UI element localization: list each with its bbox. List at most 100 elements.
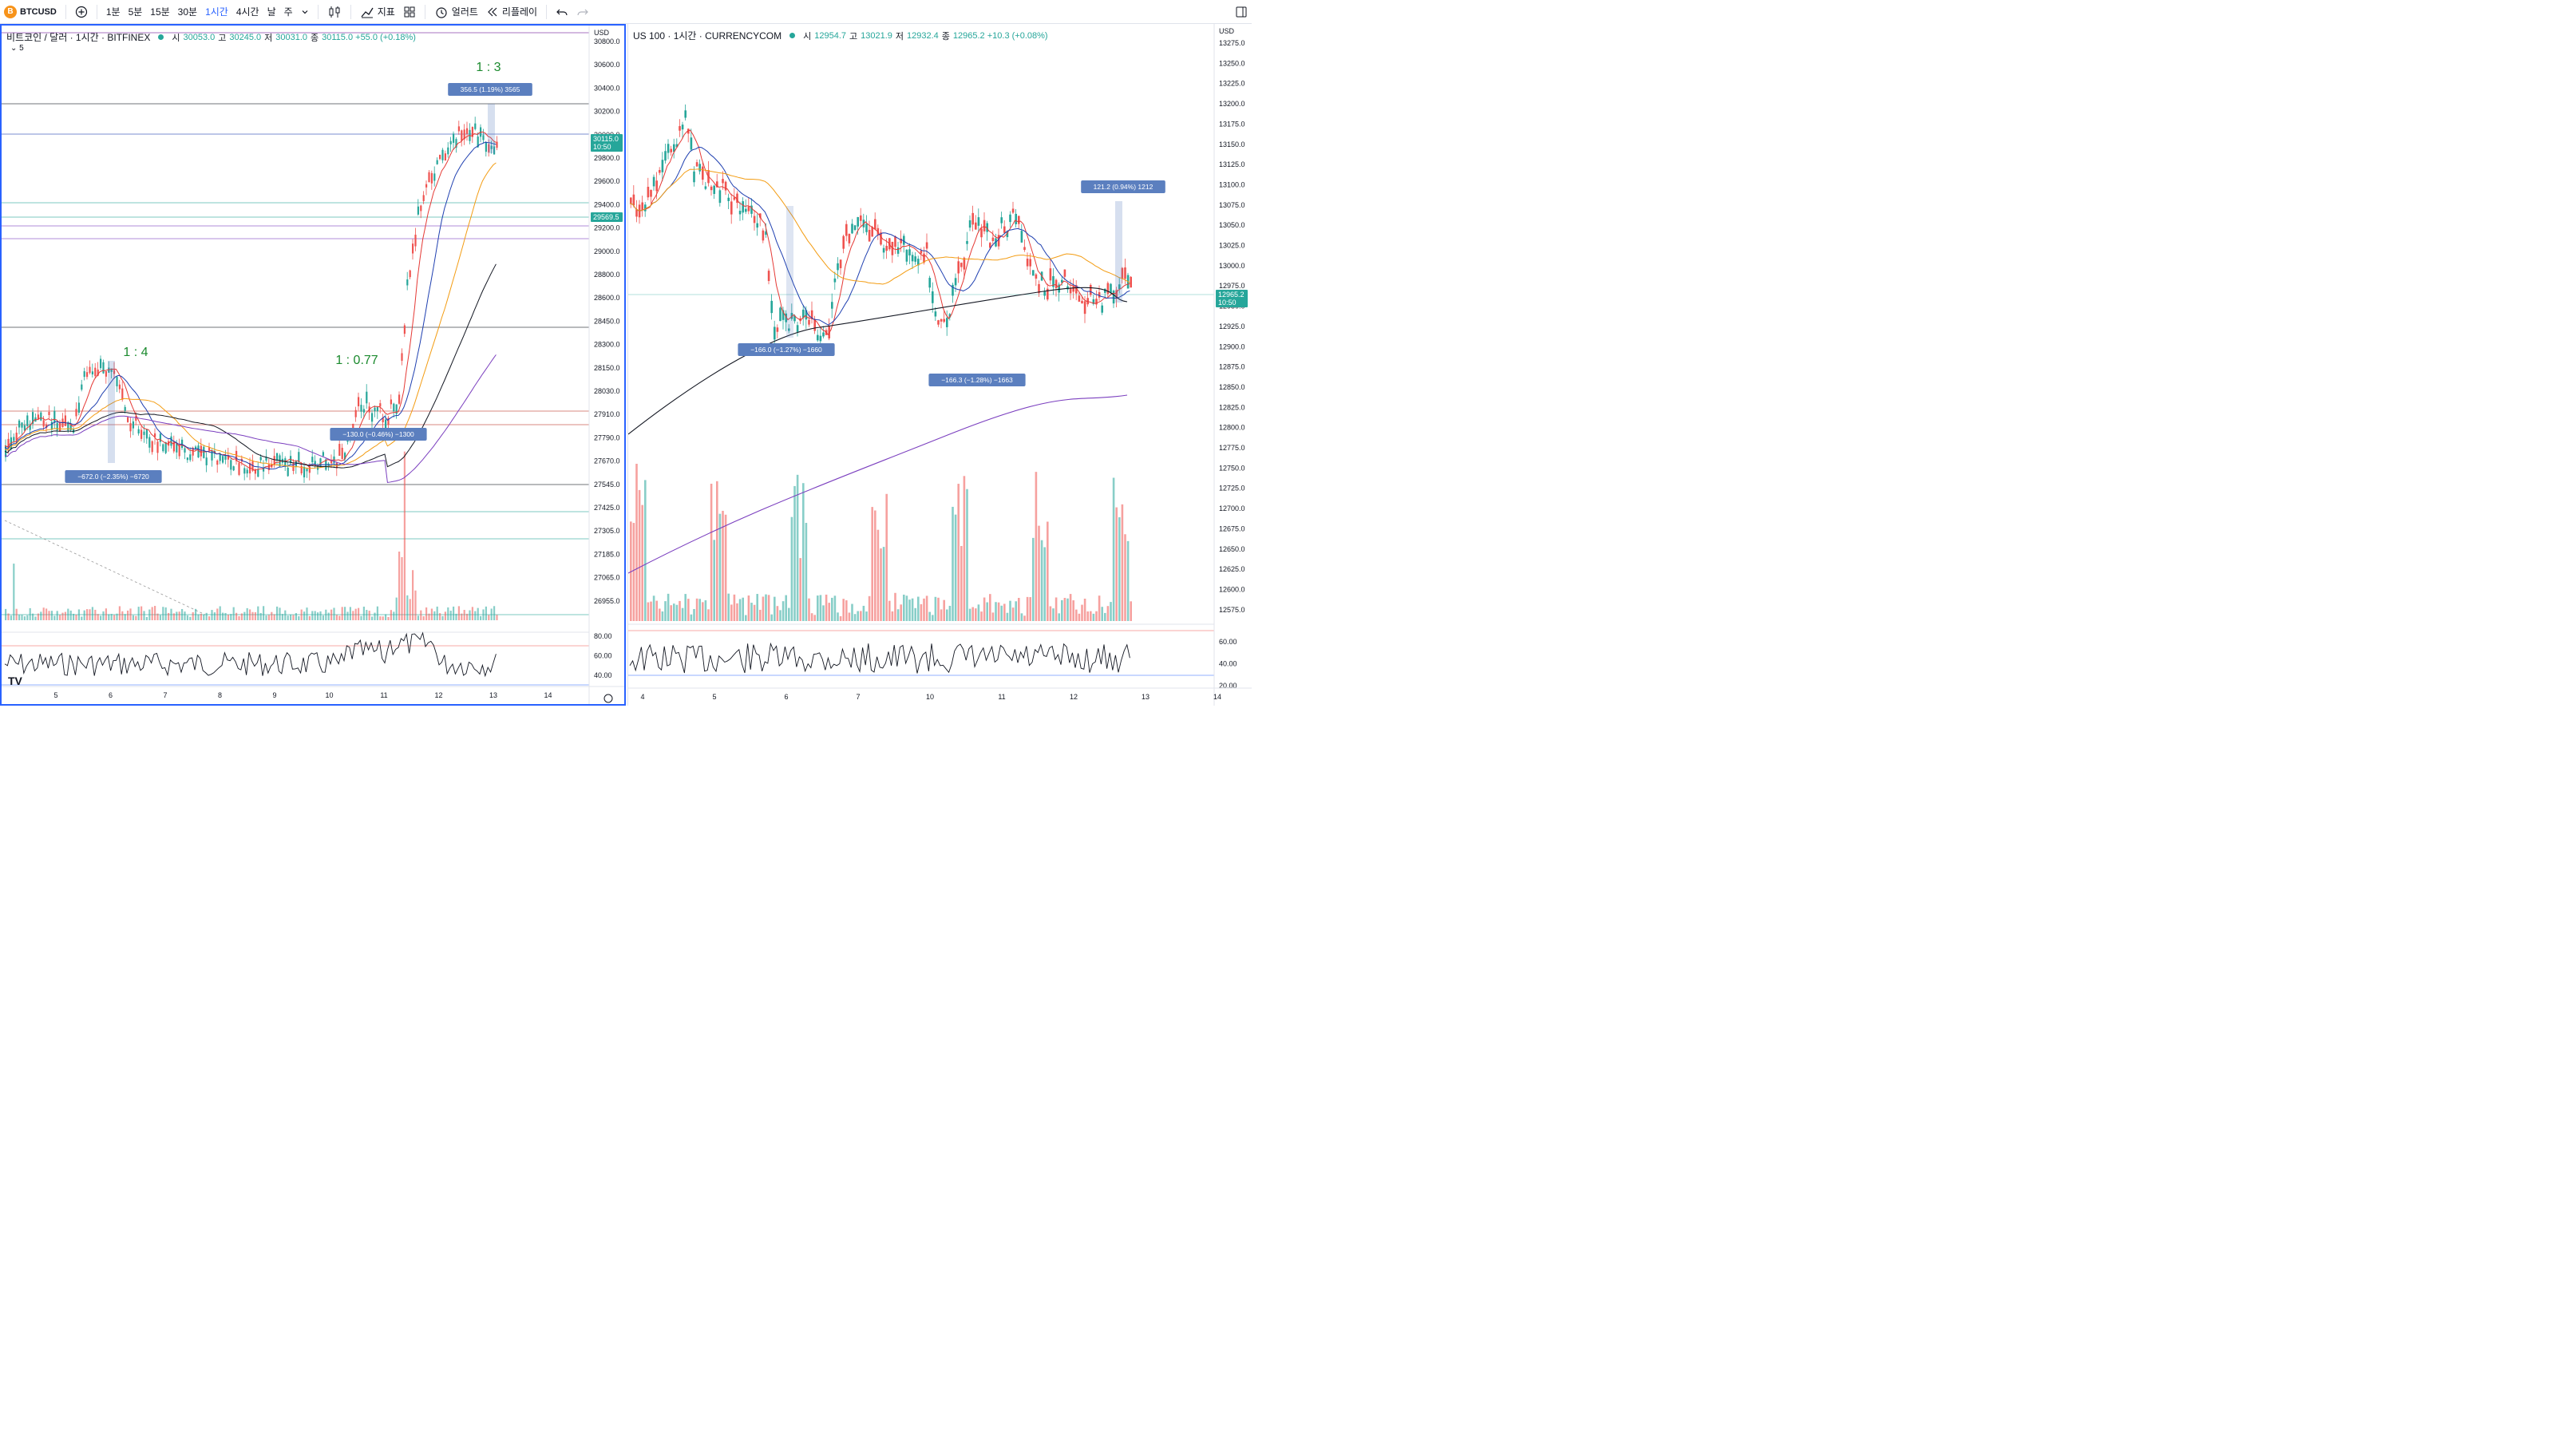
- chart-type-button[interactable]: [323, 0, 346, 24]
- interval-5m[interactable]: 5분: [128, 6, 143, 18]
- compare-add-button[interactable]: [71, 0, 92, 24]
- candle: [40, 412, 42, 421]
- volume-bar: [395, 597, 398, 620]
- candle: [652, 176, 655, 187]
- volume-bar: [684, 594, 687, 621]
- replay-button[interactable]: 리플레이: [482, 0, 541, 24]
- volume-bar: [966, 489, 968, 621]
- volume-bar: [819, 595, 822, 621]
- interval-4h[interactable]: 4시간: [235, 6, 259, 18]
- us100-chart-canvas[interactable]: −166.0 (−1.27%) −1660 −166.3 (−1.28%) −16…: [628, 24, 1252, 706]
- undo-button[interactable]: [552, 0, 572, 24]
- moving-average-line: [4, 131, 497, 471]
- moving-average-line: [628, 287, 1128, 435]
- volume-bar: [441, 615, 444, 620]
- candle: [966, 240, 968, 244]
- volume-bar: [216, 608, 219, 620]
- candle: [1106, 283, 1110, 295]
- level-price-tag-text: 29569.5: [593, 213, 619, 221]
- candle: [181, 439, 184, 449]
- volume-bar: [1075, 609, 1078, 621]
- candle: [362, 409, 365, 413]
- volume-bar: [453, 606, 455, 620]
- volume-bar: [200, 613, 202, 620]
- symbol-search-button[interactable]: B BTCUSD: [0, 0, 61, 24]
- volume-bar: [412, 570, 414, 620]
- candle: [851, 224, 853, 234]
- interval-15m[interactable]: 15분: [150, 6, 170, 18]
- volume-bar: [937, 597, 940, 621]
- candle: [439, 154, 441, 160]
- candle: [785, 313, 787, 322]
- volume-bar: [833, 595, 837, 621]
- volume-bar: [1101, 607, 1103, 621]
- interval-dropdown[interactable]: [297, 0, 313, 24]
- volume-bar: [997, 602, 1000, 621]
- panel-layout-button[interactable]: [1231, 0, 1252, 24]
- volume-bar: [647, 602, 650, 621]
- last-price-tag: [1216, 290, 1248, 307]
- volume-bar: [644, 480, 647, 621]
- price-tick-label: 12900.0: [1219, 342, 1245, 350]
- candle: [222, 456, 224, 463]
- volume-bar: [195, 608, 197, 620]
- indicators-button[interactable]: 지표: [356, 0, 399, 24]
- volume-bar: [1090, 611, 1092, 621]
- price-tick-label: 12800.0: [1219, 424, 1245, 432]
- candle: [238, 463, 240, 475]
- candle: [417, 206, 419, 215]
- volume-bar: [224, 612, 227, 620]
- volume-bar: [1063, 598, 1066, 621]
- price-tick-label: 26955.0: [594, 597, 620, 605]
- measure-label: [448, 83, 532, 96]
- candle: [444, 153, 446, 161]
- btc-chart-canvas[interactable]: −672.0 (−2.35%) −6720 −130.0 (−0.46%) −13…: [2, 26, 624, 704]
- layout-button[interactable]: [399, 0, 420, 24]
- candle: [154, 433, 156, 437]
- candle: [110, 368, 113, 372]
- price-tick-label: 13000.0: [1219, 262, 1245, 270]
- volume-bar: [871, 507, 873, 621]
- candle: [997, 235, 1000, 247]
- candle: [1055, 279, 1058, 289]
- candle: [882, 247, 885, 253]
- interval-30m[interactable]: 30분: [177, 6, 198, 18]
- volume-bar: [1106, 606, 1110, 621]
- volume-bar: [189, 616, 192, 620]
- candle: [86, 372, 89, 378]
- volume-bar: [968, 608, 971, 621]
- interval-1h[interactable]: 1시간: [205, 6, 228, 18]
- candle: [1000, 217, 1003, 224]
- volume-bar: [349, 607, 351, 620]
- candle: [765, 231, 767, 235]
- moving-average-line: [629, 146, 1130, 326]
- alert-button[interactable]: 얼러트: [430, 0, 482, 24]
- open-label: 시: [803, 31, 812, 42]
- candle: [876, 227, 880, 235]
- volume-bar: [390, 610, 392, 620]
- indicator-toggle[interactable]: ⌄ 5: [8, 43, 26, 53]
- volume-bar: [143, 611, 145, 620]
- volume-bar: [774, 596, 776, 621]
- candle: [64, 415, 66, 426]
- chart-pane-us100[interactable]: US 100 · 1시간 · CURRENCYCOM 시 12954.7 고 130…: [627, 24, 1252, 706]
- candle: [874, 219, 876, 230]
- interval-day[interactable]: 날: [267, 6, 276, 18]
- volume-bar: [159, 615, 161, 620]
- candle: [186, 457, 188, 461]
- candle: [837, 263, 839, 271]
- candle: [482, 135, 485, 140]
- candle: [831, 302, 833, 309]
- price-tick-label: 12625.0: [1219, 565, 1245, 573]
- interval-1m[interactable]: 1분: [105, 6, 121, 18]
- time-tick-label: 4: [640, 693, 644, 701]
- chevron-down-icon: [302, 10, 308, 14]
- interval-week[interactable]: 주: [283, 6, 293, 18]
- candle: [1112, 291, 1115, 304]
- volume-bar: [650, 601, 652, 621]
- candle: [108, 367, 110, 373]
- redo-button[interactable]: [572, 0, 593, 24]
- volume-bar: [971, 607, 974, 621]
- chart-pane-btcusd[interactable]: 비트코인 / 달러 · 1시간 · BITFINEX 시 30053.0 고 302…: [0, 24, 626, 706]
- candle: [756, 223, 758, 228]
